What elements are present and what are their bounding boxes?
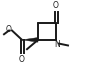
Text: O: O <box>19 55 25 64</box>
Polygon shape <box>22 38 38 42</box>
Text: N: N <box>54 40 60 49</box>
Text: O: O <box>53 1 59 10</box>
Text: O: O <box>5 25 11 34</box>
